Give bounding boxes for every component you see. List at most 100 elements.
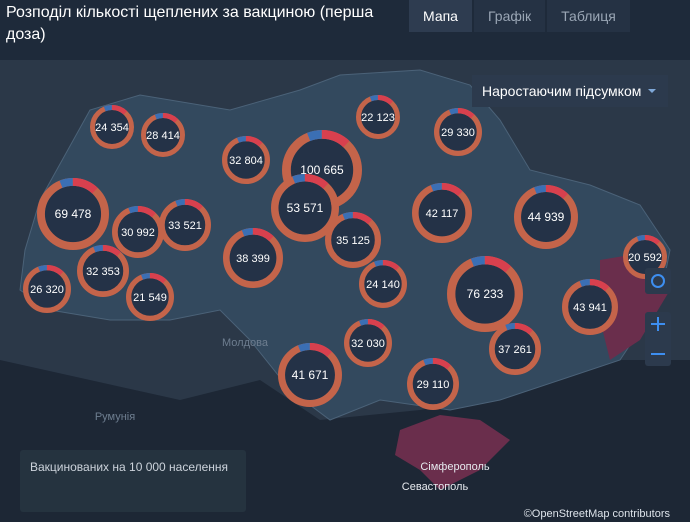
- donut[interactable]: 32 030: [340, 315, 396, 371]
- donut-center: [349, 324, 387, 362]
- donut-label: 32 353: [86, 266, 120, 278]
- donut[interactable]: 76 233: [441, 250, 529, 338]
- ring-seg: [412, 183, 473, 244]
- ring-seg: [126, 272, 175, 321]
- ring-seg: [433, 107, 483, 156]
- donut-label: 26 320: [30, 284, 64, 296]
- legend-title: Вакцинованих на 10 000 населення: [30, 460, 229, 474]
- tab[interactable]: Мапа: [409, 0, 472, 32]
- ring-seg: [112, 206, 164, 258]
- ring-seg: [344, 318, 393, 367]
- ring-seg: [488, 323, 541, 376]
- donut[interactable]: 32 353: [73, 241, 133, 301]
- ring-seg: [277, 343, 342, 408]
- zoom-buttons[interactable]: [645, 312, 671, 366]
- ring-seg: [141, 113, 185, 157]
- ring-seg: [446, 256, 523, 333]
- place-label: Молдова: [222, 337, 269, 349]
- ring-seg: [141, 113, 185, 157]
- ring-seg: [325, 212, 382, 269]
- refresh-button[interactable]: [645, 268, 671, 294]
- donut-center: [117, 211, 159, 253]
- donut-label: 43 941: [573, 302, 607, 314]
- donut[interactable]: 44 939: [509, 180, 583, 254]
- donut-label: 53 571: [287, 201, 324, 215]
- donut[interactable]: 69 478: [31, 172, 114, 255]
- donut-label: 21 549: [133, 292, 167, 304]
- place-label: Сімферополь: [420, 461, 490, 473]
- donut-center: [28, 270, 66, 308]
- ring-seg: [77, 245, 129, 297]
- donut-label: 69 478: [55, 207, 92, 221]
- ring-seg: [90, 105, 134, 149]
- ring-seg: [281, 130, 362, 211]
- donut-center: [361, 100, 395, 134]
- tabs: Мапа Графік Таблиця: [409, 0, 632, 32]
- ring-seg: [406, 358, 459, 411]
- refresh-icon: [651, 274, 665, 288]
- donut[interactable]: 29 330: [430, 104, 486, 160]
- ring-seg: [223, 227, 284, 288]
- donut[interactable]: 38 399: [218, 223, 288, 293]
- donut[interactable]: 42 117: [407, 178, 477, 248]
- donut-label: 20 592: [628, 252, 662, 264]
- ring-seg: [281, 130, 362, 211]
- donut-label: 37 261: [498, 344, 532, 356]
- donut-label: 100 665: [300, 163, 344, 177]
- donut[interactable]: 41 671: [273, 338, 347, 412]
- donut[interactable]: 24 354: [87, 102, 138, 153]
- donut-label: 24 140: [366, 279, 400, 291]
- donut[interactable]: 29 110: [403, 354, 463, 414]
- donut[interactable]: 26 320: [19, 261, 75, 317]
- donut[interactable]: 37 261: [485, 319, 545, 379]
- donut-label: 32 804: [229, 155, 263, 167]
- ring-seg: [271, 174, 340, 243]
- donut-label: 44 939: [528, 210, 565, 224]
- attribution: ©OpenStreetMap contributors: [523, 508, 670, 520]
- ring-seg: [514, 184, 579, 249]
- donut-center: [278, 181, 332, 235]
- donut-center: [521, 192, 571, 242]
- ring-seg: [90, 105, 134, 149]
- place-label: Севастополь: [402, 481, 469, 493]
- donut-center: [146, 118, 180, 152]
- ring-seg: [623, 235, 667, 279]
- donut[interactable]: 35 125: [321, 208, 386, 273]
- ring: [411, 183, 472, 244]
- donut-center: [331, 218, 375, 262]
- tab[interactable]: Графік: [473, 0, 546, 32]
- ring-seg: [488, 323, 541, 376]
- donut[interactable]: 21 549: [122, 269, 178, 325]
- donut[interactable]: 30 992: [108, 202, 168, 262]
- donut[interactable]: 32 804: [218, 132, 274, 188]
- donut-center: [229, 234, 277, 282]
- ring-seg: [36, 177, 109, 251]
- donut-center: [628, 240, 662, 274]
- donut[interactable]: 24 140: [355, 256, 411, 312]
- donut-label: 29 110: [417, 379, 450, 391]
- donut-center: [82, 250, 124, 292]
- donut-center: [412, 363, 454, 405]
- ring-seg: [23, 264, 72, 314]
- donut-label: 24 354: [95, 122, 129, 134]
- dropdown[interactable]: Наростаючим підсумком: [472, 75, 668, 107]
- donut-label: 35 125: [336, 235, 370, 247]
- donut-label: 29 330: [441, 127, 475, 139]
- ring: [562, 278, 619, 335]
- donut[interactable]: 20 592: [620, 232, 671, 283]
- tab[interactable]: Таблиця: [547, 0, 630, 32]
- donut[interactable]: 43 941: [558, 275, 623, 340]
- ring-seg: [112, 206, 164, 258]
- donut-center: [364, 265, 402, 303]
- donut-center: [285, 350, 335, 400]
- donut-center: [568, 285, 612, 329]
- donut[interactable]: 53 571: [266, 169, 345, 248]
- ring: [324, 212, 381, 269]
- donut-label: 41 671: [292, 368, 329, 382]
- donut-center: [164, 204, 206, 246]
- donut[interactable]: 28 414: [138, 110, 189, 161]
- donut[interactable]: 33 521: [155, 195, 215, 255]
- donut[interactable]: 22 123: [353, 92, 404, 143]
- donut-center: [494, 328, 536, 370]
